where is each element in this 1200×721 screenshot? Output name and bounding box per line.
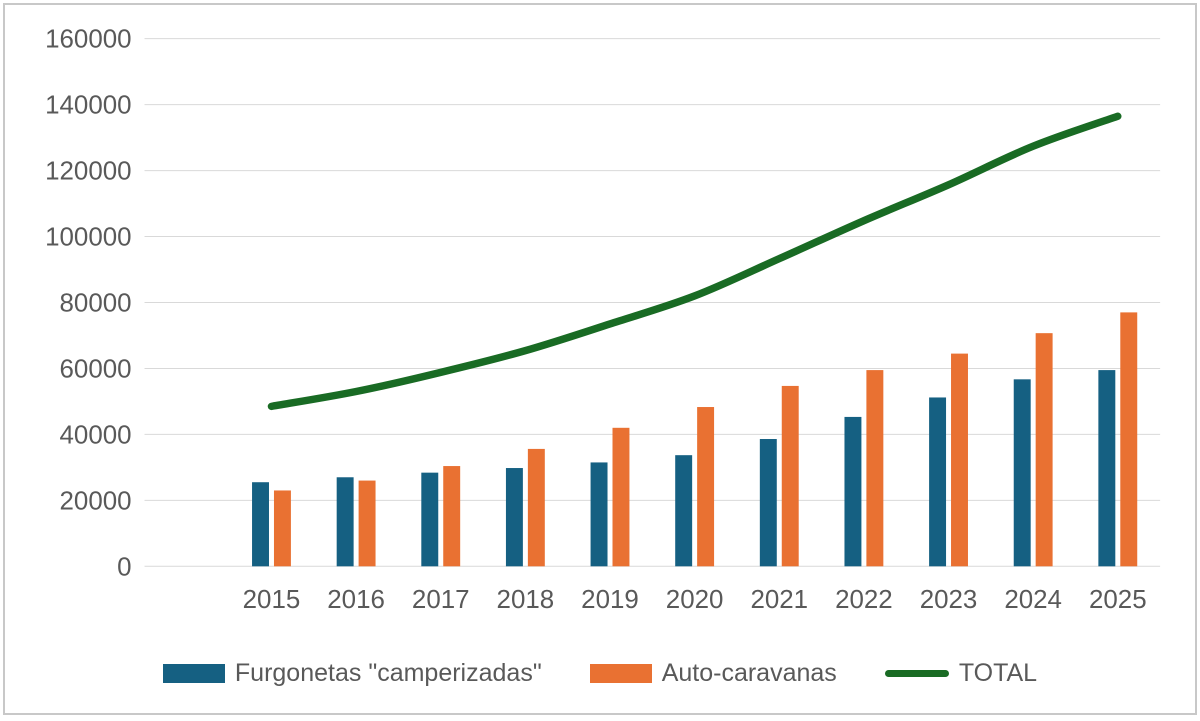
legend-label-furgonetas: Furgonetas "camperizadas"	[234, 658, 542, 687]
y-tick-20000: 20000	[60, 487, 132, 515]
x-tick-2024: 2024	[1004, 586, 1062, 614]
x-tick-2023: 2023	[920, 586, 978, 614]
bar-0-2016	[336, 477, 354, 567]
bars-series-0	[252, 370, 1116, 567]
bar-1-2019	[612, 427, 630, 567]
legend-item-furgonetas: Furgonetas "camperizadas"	[162, 658, 542, 688]
bar-1-2022	[866, 370, 884, 567]
total-line	[267, 112, 1122, 411]
bar-0-2021	[759, 439, 777, 567]
x-tick-2025: 2025	[1089, 586, 1147, 614]
bar-1-2025	[1120, 312, 1138, 567]
legend-item-autocaravanas: Auto-caravanas	[589, 658, 837, 688]
legend-label-autocaravanas: Auto-caravanas	[661, 658, 837, 687]
x-tick-2022: 2022	[835, 586, 893, 614]
bar-1-2018	[527, 448, 545, 567]
bar-0-2023	[929, 397, 947, 567]
chart-frame: 0 20000 40000 60000 80000 100000 120000 140000 1…	[3, 3, 1197, 715]
x-tick-2015: 2015	[243, 586, 301, 614]
x-axis-labels: 2015 2016 2017 2018 2019 2020 2021 2022 2023 2024…	[243, 586, 1147, 614]
bar-0-2019	[590, 462, 608, 567]
bar-1-2016	[358, 480, 376, 567]
gridlines	[144, 38, 1161, 567]
bar-1-2023	[951, 353, 968, 567]
bar-0-2024	[1013, 379, 1031, 567]
bar-0-2017	[421, 472, 439, 567]
y-tick-0: 0	[117, 553, 131, 581]
y-tick-140000: 140000	[45, 92, 131, 120]
y-tick-160000: 160000	[45, 26, 131, 54]
y-tick-60000: 60000	[60, 355, 132, 383]
bar-1-2021	[781, 385, 799, 567]
legend-swatch-total-icon	[884, 669, 949, 677]
x-tick-2020: 2020	[666, 586, 724, 614]
x-tick-2019: 2019	[581, 586, 639, 614]
y-tick-80000: 80000	[60, 289, 132, 317]
bar-0-2015	[252, 482, 269, 567]
y-tick-120000: 120000	[45, 158, 131, 186]
x-tick-2017: 2017	[412, 586, 470, 614]
legend-item-total: TOTAL	[884, 658, 1038, 688]
y-tick-40000: 40000	[60, 421, 132, 449]
bar-1-2024	[1035, 333, 1053, 567]
legend-swatch-autocaravanas-icon	[589, 663, 652, 683]
x-tick-2018: 2018	[497, 586, 555, 614]
bar-1-2015	[273, 490, 291, 567]
legend-label-total: TOTAL	[958, 658, 1038, 687]
chart-plot-svg: 0 20000 40000 60000 80000 100000 120000 140000 1…	[45, 26, 1161, 614]
bar-0-2018	[505, 468, 523, 567]
legend-swatch-furgonetas-icon	[162, 663, 225, 683]
bar-0-2020	[675, 455, 693, 567]
bar-1-2020	[697, 407, 715, 567]
bar-1-2017	[443, 466, 461, 567]
chart-legend: Furgonetas "camperizadas" Auto-caravanas…	[5, 651, 1195, 695]
y-axis-labels: 0 20000 40000 60000 80000 100000 120000 140000 1…	[45, 26, 131, 582]
bar-0-2022	[844, 416, 862, 567]
x-tick-2021: 2021	[750, 586, 808, 614]
bars-series-1	[273, 312, 1138, 567]
x-tick-2016: 2016	[327, 586, 385, 614]
bar-0-2025	[1098, 370, 1116, 567]
y-tick-100000: 100000	[45, 224, 131, 252]
